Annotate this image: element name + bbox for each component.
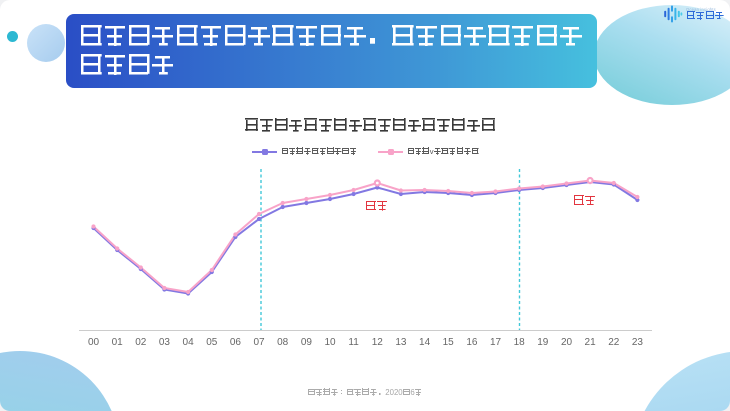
svg-text:00: 00 bbox=[88, 337, 100, 348]
svg-text:16: 16 bbox=[466, 337, 478, 348]
svg-text:23: 23 bbox=[632, 337, 644, 348]
svg-text:12: 12 bbox=[372, 337, 384, 348]
svg-text:15: 15 bbox=[443, 337, 455, 348]
svg-text:19: 19 bbox=[537, 337, 549, 348]
svg-text:20: 20 bbox=[561, 337, 573, 348]
svg-text:14: 14 bbox=[419, 337, 431, 348]
svg-text:13: 13 bbox=[395, 337, 407, 348]
svg-text:06: 06 bbox=[230, 337, 242, 348]
svg-text:01: 01 bbox=[112, 337, 124, 348]
svg-text:10: 10 bbox=[324, 337, 336, 348]
svg-text:02: 02 bbox=[135, 337, 147, 348]
svg-text:18: 18 bbox=[514, 337, 526, 348]
svg-text:09: 09 bbox=[301, 337, 313, 348]
svg-text:08: 08 bbox=[277, 337, 289, 348]
svg-text:11: 11 bbox=[348, 337, 359, 348]
svg-text:05: 05 bbox=[206, 337, 218, 348]
svg-text:07: 07 bbox=[253, 337, 265, 348]
svg-text:03: 03 bbox=[159, 337, 171, 348]
svg-text:17: 17 bbox=[490, 337, 502, 348]
svg-text:04: 04 bbox=[183, 337, 195, 348]
svg-text:22: 22 bbox=[608, 337, 620, 348]
svg-text:21: 21 bbox=[585, 337, 597, 348]
